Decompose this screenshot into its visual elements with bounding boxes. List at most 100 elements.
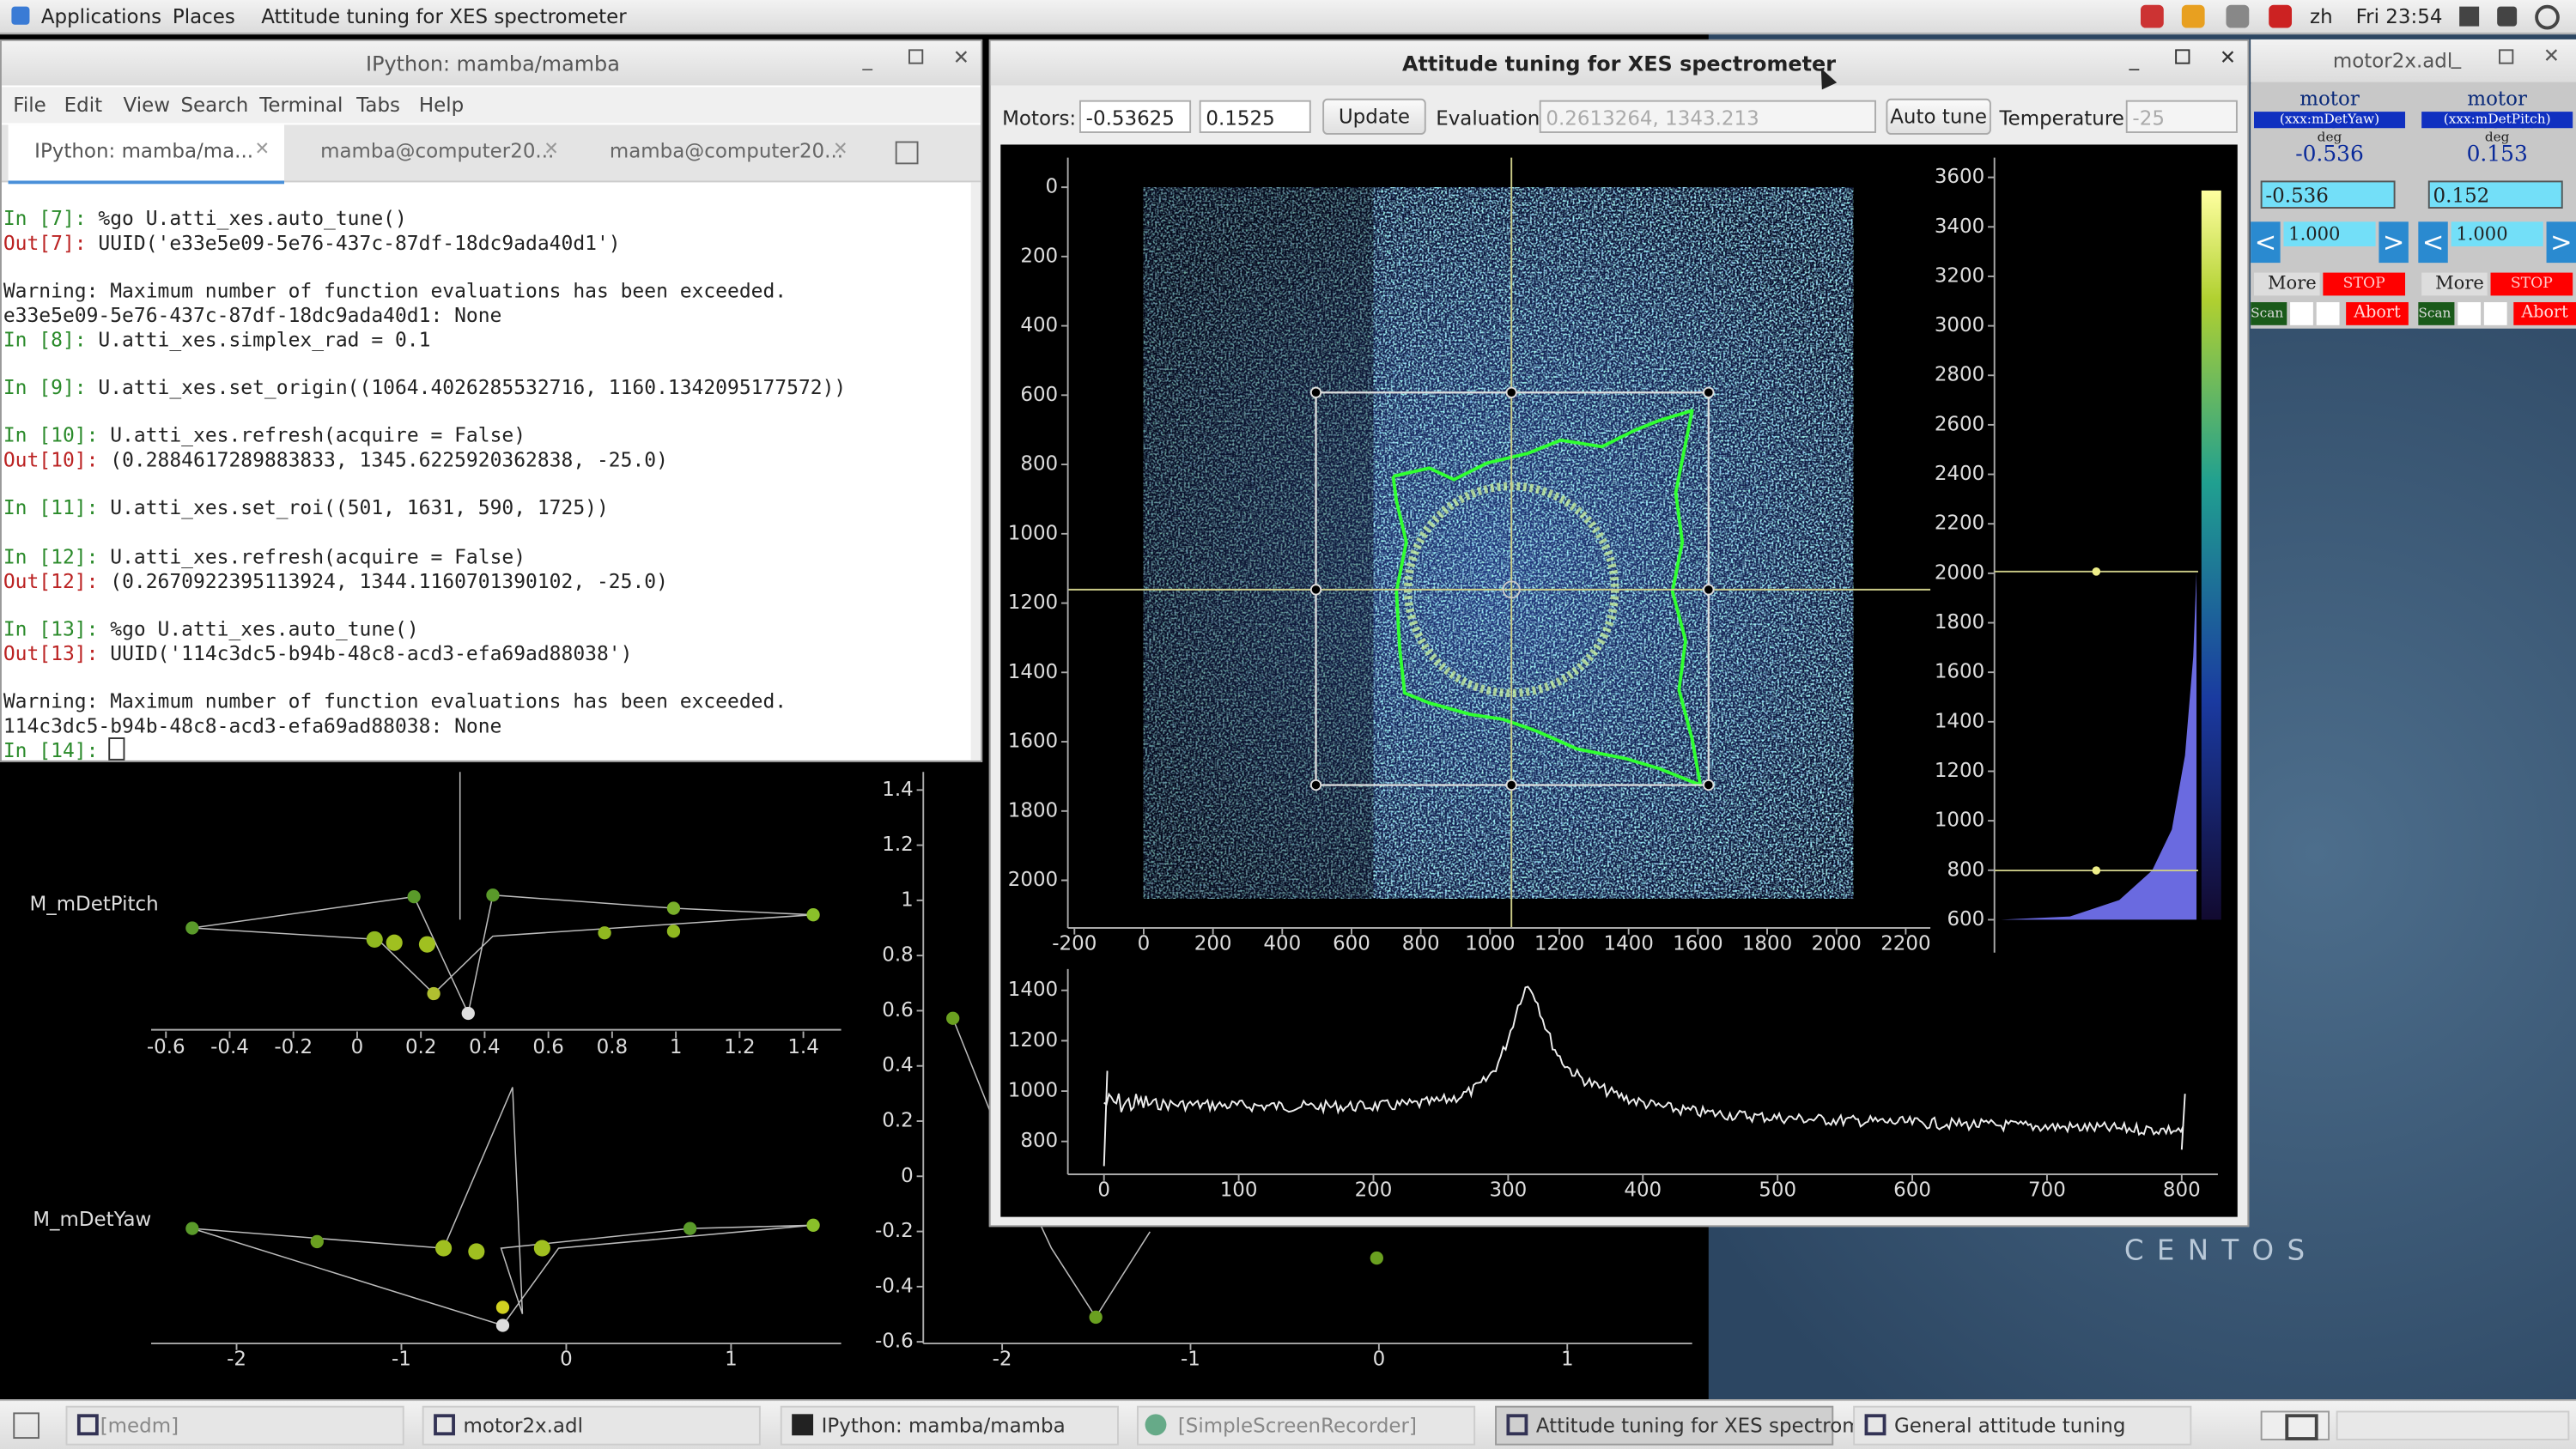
minimize[interactable]: _ [2451,45,2462,70]
jog-right[interactable]: > [2546,221,2576,264]
task-button[interactable]: [medm] [65,1405,404,1446]
y-tick-label: 2400 [1935,463,1984,485]
scan-field[interactable] [2483,302,2507,325]
origin-marker[interactable] [1502,580,1521,599]
task-button[interactable]: [SimpleScreenRecorder] [1136,1405,1476,1446]
x-tick-label: 1 [670,1036,683,1058]
y-tick-label: 2000 [1008,869,1058,891]
step-field[interactable]: 1.000 [2451,221,2543,246]
motor-setpoint[interactable]: 0.152 [2427,180,2563,209]
power-icon[interactable] [2535,4,2560,30]
jog-left[interactable]: < [2418,221,2448,264]
maximize[interactable] [2175,49,2190,64]
scan-field[interactable] [2316,302,2340,325]
minimize[interactable]: _ [2129,47,2140,71]
y-tick-label: 800 [1947,858,1984,881]
maximize[interactable] [908,49,924,64]
top-menu[interactable]: Places [172,4,235,28]
maximize[interactable] [2499,49,2514,64]
y-tick-label: -0.2 [875,1220,914,1242]
menu-item[interactable]: View [123,94,170,117]
language[interactable]: zh [2310,4,2333,28]
minimize[interactable]: _ [862,47,872,71]
task-button[interactable]: IPython: mamba/mamba [780,1405,1119,1446]
scan-field[interactable] [2458,302,2482,325]
task-button[interactable]: General attitude tuning [1853,1405,2192,1446]
clock[interactable]: Fri 23:54 [2355,4,2443,28]
motor-input[interactable]: -0.53625 [1079,100,1192,133]
step-field[interactable]: 1.000 [2283,221,2376,246]
new-tab[interactable] [895,141,919,165]
detector-noise [1143,187,1854,899]
scrollbar[interactable] [970,182,981,761]
y-tick-label: 800 [1020,453,1058,476]
motor-input[interactable]: 0.1525 [1199,100,1311,133]
workspace[interactable] [2336,1410,2570,1440]
motor-readback: 0.153 [2466,142,2528,168]
abort-button[interactable]: Abort [2346,302,2409,325]
roi-handles[interactable] [1309,386,1715,791]
y-tick-label: 3400 [1935,215,1984,238]
motor-setpoint[interactable]: -0.536 [2260,180,2396,209]
y-tick-label: 1000 [1008,1080,1058,1102]
menu-item[interactable]: Terminal [259,94,343,117]
menu-item[interactable]: Edit [64,94,103,117]
tray-icon [2226,4,2250,28]
terminal-line: In [7]: %go U.atti_xes.auto_tune() [3,207,407,230]
x-tick-label: 800 [1402,933,1440,955]
level-handle[interactable] [2092,567,2101,576]
x-tick-label: 0.6 [532,1036,563,1058]
tab-close[interactable]: ✕ [544,137,559,160]
stop-button[interactable]: STOP [2490,272,2573,296]
abort-button[interactable]: Abort [2513,302,2576,325]
close[interactable]: ✕ [952,45,969,70]
close[interactable]: ✕ [2219,45,2237,70]
menu-item[interactable]: Tabs [356,94,401,117]
update-button[interactable]: Update [1322,98,1426,135]
tab-label: mamba@computer20... [609,139,844,163]
more-button[interactable]: More [2254,272,2320,296]
level-handle[interactable] [2092,866,2101,875]
task-icon [1864,1414,1886,1436]
auto-tune-button[interactable]: Auto tune [1886,98,1991,135]
tab-close[interactable]: ✕ [833,137,848,160]
jog-left[interactable]: < [2251,221,2281,264]
close[interactable]: ✕ [2543,44,2560,68]
x-tick-label: 100 [1220,1179,1258,1202]
y-tick-label: 2000 [1935,561,1984,584]
contour [1391,409,1703,787]
network-icon[interactable] [2459,6,2480,27]
scan-button[interactable]: Scan [2418,302,2455,325]
show-desktop[interactable] [13,1412,39,1440]
tab[interactable]: IPython: mamba/ma... ✕ [8,124,284,185]
task-button[interactable]: Attitude tuning for XES spectrometer [1495,1405,1901,1446]
jog-right[interactable]: > [2379,221,2409,264]
logo: CENTOS [2123,1234,2318,1269]
tab[interactable]: mamba@computer20... ✕ [297,124,573,180]
volume-icon[interactable] [2497,6,2518,27]
y-tick-label: 1200 [1935,760,1984,782]
top-menu[interactable]: Attitude tuning for XES spectrometer [261,4,627,28]
tab-close[interactable]: ✕ [254,137,270,160]
scan-button[interactable]: Scan [2251,302,2287,325]
menu-item[interactable]: Search [180,94,249,117]
tray-icon [2140,4,2164,28]
y-tick-label: 1400 [1008,661,1058,683]
y-tick-label: 0.4 [882,1054,913,1076]
y-tick-label: -0.4 [875,1275,914,1297]
menu-item[interactable]: File [13,94,46,117]
scan-field[interactable] [2290,302,2313,325]
terminal-line: In [8]: U.atti_xes.simplex_rad = 0.1 [3,327,431,351]
plot-label: M_mDetYaw [33,1209,151,1231]
menu-item[interactable]: Help [418,94,465,117]
task-button[interactable]: motor2x.adl [422,1405,761,1446]
x-tick-label: -0.4 [210,1036,249,1058]
more-button[interactable]: More [2421,272,2488,296]
y-tick-label: 2800 [1935,364,1984,386]
stop-button[interactable]: STOP [2323,272,2406,296]
y-tick-label: 1000 [1008,522,1058,544]
tab[interactable]: mamba@computer20... ✕ [586,124,862,180]
top-menu[interactable]: Applications [40,4,162,28]
